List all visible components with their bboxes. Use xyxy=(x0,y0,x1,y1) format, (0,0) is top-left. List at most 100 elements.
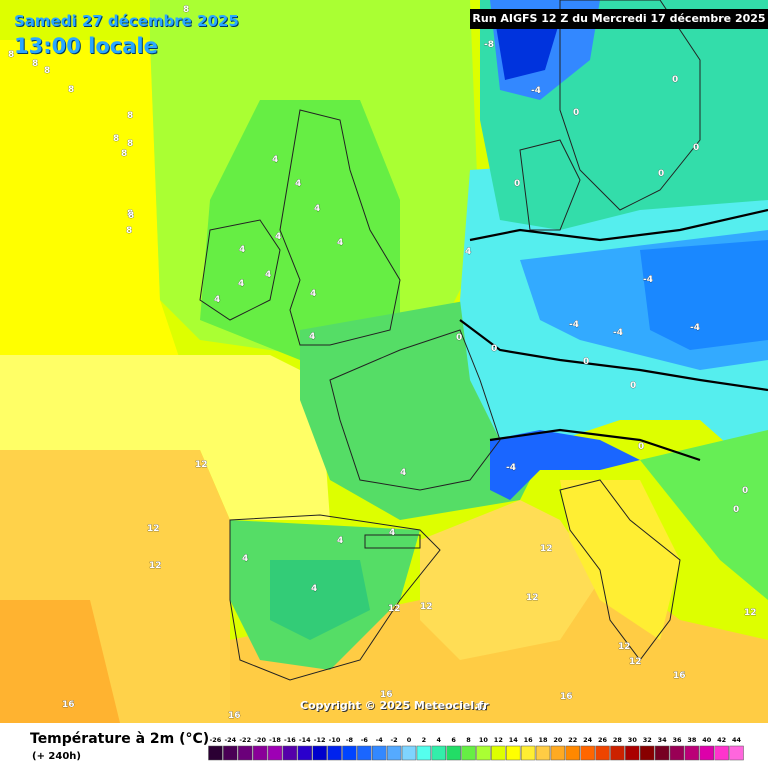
temp-zone-balkans xyxy=(640,430,768,600)
scale-tick-label: 10 xyxy=(479,736,489,744)
contour-label: 4 xyxy=(337,238,343,248)
scale-tick-label: 0 xyxy=(407,736,412,744)
contour-label: 12 xyxy=(540,544,553,554)
scale-swatch xyxy=(491,745,506,761)
scale-tick-label: -16 xyxy=(284,736,296,744)
contour-label: -4 xyxy=(613,328,623,338)
contour-label: 16 xyxy=(380,690,393,700)
contour-label: -4 xyxy=(569,320,579,330)
scale-swatch xyxy=(669,745,685,761)
scale-tick-label: -10 xyxy=(329,736,341,744)
temp-zone-italy xyxy=(560,480,680,640)
temp-zone-norway-deep xyxy=(495,20,560,80)
copyright-notice: Copyright © 2025 Meteociel.fr xyxy=(300,699,489,712)
scale-swatch xyxy=(238,745,253,761)
scale-tick-label: 44 xyxy=(732,736,742,744)
contour-label: 12 xyxy=(744,608,757,618)
scale-tick-label: 8 xyxy=(466,736,471,744)
scale-swatch xyxy=(640,745,655,761)
scale-tick-label: -18 xyxy=(269,736,281,744)
scale-swatch xyxy=(595,745,610,761)
scale-tick-label: 12 xyxy=(494,736,503,744)
contour-label: 12 xyxy=(149,561,162,571)
contour-label: 12 xyxy=(388,604,401,614)
contour-label: 12 xyxy=(526,593,539,603)
contour-label: 12 xyxy=(618,642,631,652)
legend-lead-time: (+ 240h) xyxy=(32,751,81,762)
scale-tick-label: -6 xyxy=(361,736,369,744)
temp-zone-atlantic xyxy=(0,40,180,360)
scale-swatch xyxy=(386,745,402,761)
contour-label: -4 xyxy=(506,463,516,473)
scale-swatch xyxy=(476,745,491,761)
scale-swatch xyxy=(401,745,417,761)
scale-swatch xyxy=(535,745,551,761)
contour-label: 8 xyxy=(126,226,132,236)
contour-label: 0 xyxy=(693,143,699,153)
scale-tick-label: 2 xyxy=(422,736,427,744)
scale-tick-label: 34 xyxy=(658,736,668,744)
contour-label: 4 xyxy=(265,270,271,280)
contour-label: 8 xyxy=(68,85,74,95)
contour-label: 12 xyxy=(195,460,208,470)
contour-label: 4 xyxy=(310,289,316,299)
contour-label: 4 xyxy=(272,155,278,165)
contour-label: 4 xyxy=(238,279,244,289)
contour-label: 4 xyxy=(337,536,343,546)
scale-swatch xyxy=(372,745,387,761)
scale-swatch xyxy=(625,745,640,761)
contour-label: 4 xyxy=(242,554,248,564)
contour-label: 0 xyxy=(638,442,644,452)
scale-swatch xyxy=(416,745,432,761)
contour-label: 8 xyxy=(113,134,119,144)
temp-zone-southwest-deep xyxy=(0,600,120,723)
contour-label: 8 xyxy=(121,149,127,159)
temp-zone-uk-green xyxy=(200,100,400,360)
scale-swatch xyxy=(208,745,223,761)
scale-swatch xyxy=(506,745,521,761)
scale-tick-label: -22 xyxy=(239,736,251,744)
contour-label: 16 xyxy=(560,692,573,702)
scale-swatch xyxy=(684,745,700,761)
contour-label: 12 xyxy=(147,524,160,534)
scale-tick-label: 6 xyxy=(451,736,456,744)
contour-label: -8 xyxy=(484,40,494,50)
contour-label: 0 xyxy=(733,505,739,515)
contour-label: 0 xyxy=(742,486,748,496)
contour-label: 0 xyxy=(514,179,520,189)
contour-label: 12 xyxy=(475,703,488,713)
scale-tick-label: 28 xyxy=(613,736,623,744)
scale-swatch xyxy=(610,745,625,761)
contour-label: 0 xyxy=(573,108,579,118)
temp-zone-iberia-inner xyxy=(270,560,370,640)
scale-swatch xyxy=(729,745,744,761)
scale-tick-label: -14 xyxy=(299,736,311,744)
model-run-label: Run AIGFS 12 Z du Mercredi 17 décembre 2… xyxy=(470,9,768,29)
scale-tick-label: 38 xyxy=(687,736,697,744)
scale-swatch xyxy=(565,745,580,761)
scale-tick-label: 16 xyxy=(524,736,534,744)
contour-label: 4 xyxy=(465,247,471,257)
scale-swatch xyxy=(223,745,238,761)
scale-tick-label: 4 xyxy=(437,736,442,744)
scale-tick-label: 36 xyxy=(672,736,682,744)
contour-label: 4 xyxy=(239,245,245,255)
temp-zone-alps xyxy=(490,430,640,500)
scale-swatch xyxy=(714,745,729,761)
scale-tick-label: 14 xyxy=(509,736,519,744)
scale-tick-label: -20 xyxy=(254,736,266,744)
scale-tick-label: -2 xyxy=(390,736,397,744)
scale-swatch xyxy=(252,745,268,761)
scale-swatch xyxy=(342,745,357,761)
contour-label: 8 xyxy=(127,111,133,121)
scale-swatch xyxy=(357,745,372,761)
contour-label: 0 xyxy=(658,169,664,179)
scale-swatch xyxy=(327,745,342,761)
contour-label: 0 xyxy=(491,344,497,354)
contour-label: 12 xyxy=(420,602,433,612)
contour-label: -4 xyxy=(690,323,700,333)
contour-label: 4 xyxy=(275,232,281,242)
legend-footer xyxy=(0,723,768,768)
contour-label: 0 xyxy=(630,381,636,391)
isotherm-zero xyxy=(459,208,768,462)
